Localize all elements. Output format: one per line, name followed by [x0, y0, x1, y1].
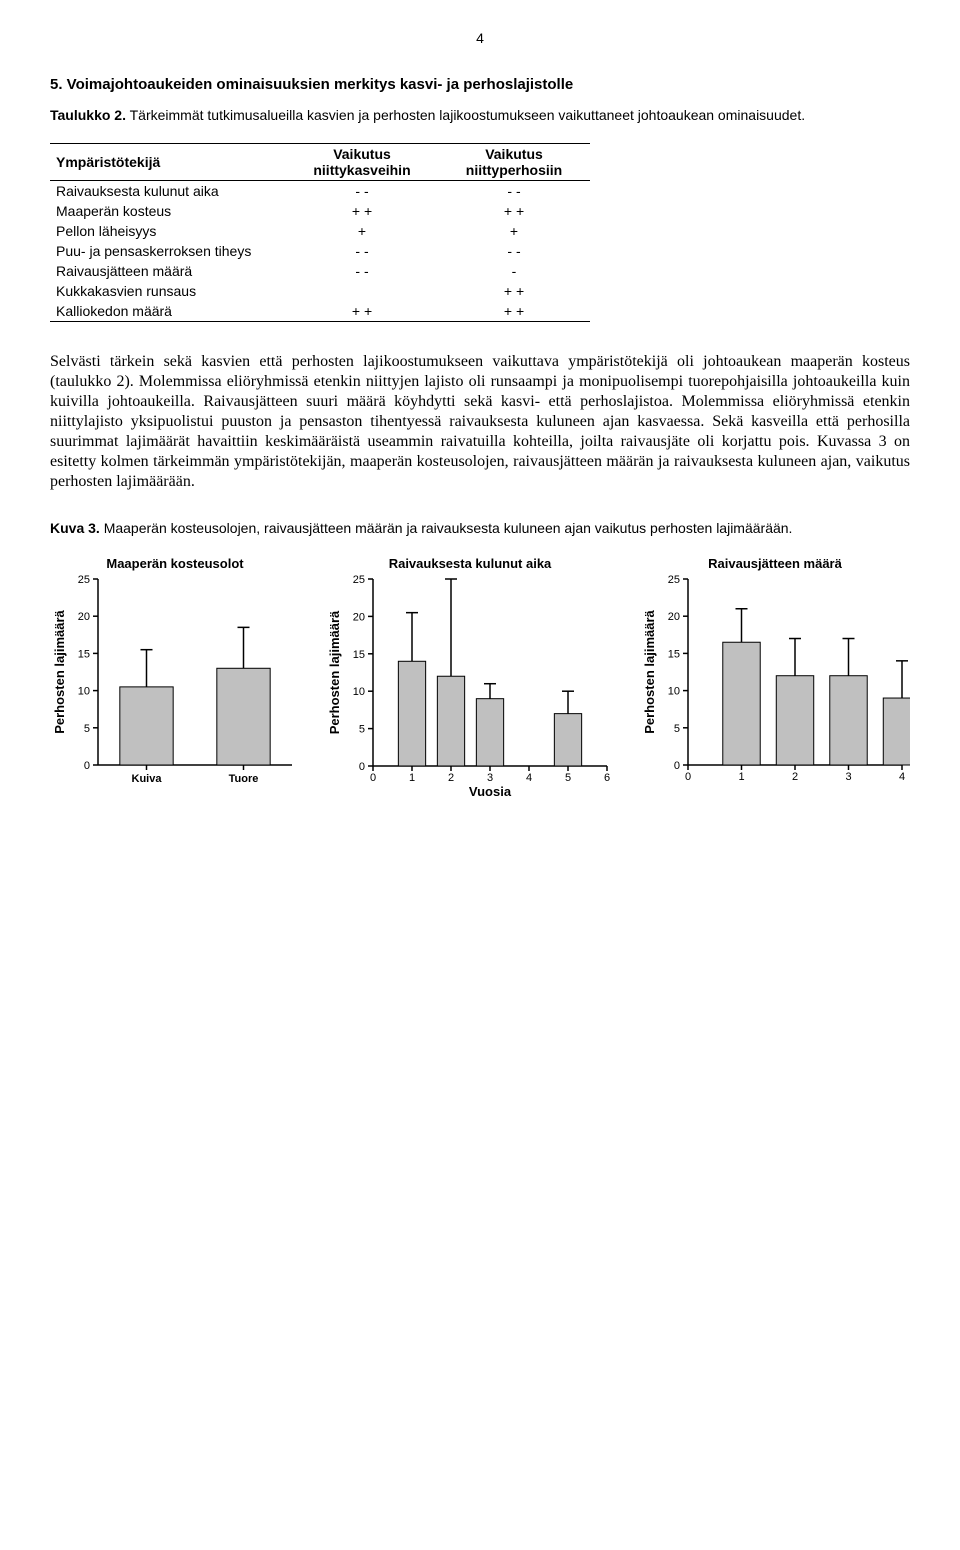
table-cell: Kukkakasvien runsaus	[50, 281, 286, 301]
svg-text:2: 2	[448, 772, 454, 784]
table-cell: - -	[286, 241, 438, 261]
table-cell: +	[286, 221, 438, 241]
table-cell: +	[438, 221, 590, 241]
svg-text:Vuosia: Vuosia	[469, 784, 512, 799]
svg-text:0: 0	[370, 772, 376, 784]
svg-text:25: 25	[668, 575, 680, 586]
figure-caption: Kuva 3. Maaperän kosteusolojen, raivausj…	[50, 520, 910, 536]
table-cell: Maaperän kosteus	[50, 201, 286, 221]
effects-table: Ympäristötekijä Vaikutus niittykasveihin…	[50, 143, 590, 322]
svg-text:5: 5	[84, 723, 90, 735]
svg-text:Kuiva: Kuiva	[132, 773, 163, 785]
svg-text:Perhosten lajimäärä: Perhosten lajimäärä	[327, 610, 342, 734]
body-paragraph: Selvästi tärkein sekä kasvien että perho…	[50, 352, 910, 492]
table-cell: + +	[438, 281, 590, 301]
svg-text:1: 1	[738, 771, 744, 783]
svg-text:20: 20	[353, 611, 365, 623]
table-cell: + +	[286, 201, 438, 221]
chart-debris: Raivausjätteen määrä 0510152025Perhosten…	[640, 556, 910, 800]
svg-text:0: 0	[84, 760, 90, 772]
table-caption-bold: Taulukko 2.	[50, 107, 126, 123]
svg-text:15: 15	[78, 648, 90, 660]
table-header: Ympäristötekijä	[50, 144, 286, 181]
figure-caption-bold: Kuva 3.	[50, 520, 100, 536]
svg-text:10: 10	[353, 686, 365, 698]
svg-text:5: 5	[565, 772, 571, 784]
table-cell: Puu- ja pensaskerroksen tiheys	[50, 241, 286, 261]
table-cell: Raivausjätteen määrä	[50, 261, 286, 281]
svg-text:4: 4	[526, 772, 532, 784]
svg-text:3: 3	[845, 771, 851, 783]
svg-text:25: 25	[353, 575, 365, 586]
table-cell: - -	[438, 181, 590, 202]
page-number: 4	[50, 30, 910, 46]
table-cell: + +	[438, 301, 590, 322]
charts-row: Maaperän kosteusolot 0510152025Perhosten…	[50, 556, 910, 800]
svg-text:20: 20	[668, 611, 680, 623]
table-header: Vaikutus niittyperhosiin	[438, 144, 590, 181]
svg-text:20: 20	[78, 611, 90, 623]
chart-svg: 0 5 10 15 20 25 Perhosten lajimäärä 0 1 2 3 4 5 6 Vuos…	[325, 575, 615, 800]
table-cell: Raivauksesta kulunut aika	[50, 181, 286, 202]
svg-text:1: 1	[409, 772, 415, 784]
table-cell: - -	[286, 261, 438, 281]
svg-text:5: 5	[359, 724, 365, 736]
chart-title: Maaperän kosteusolot	[106, 556, 243, 571]
svg-text:Perhosten lajimäärä: Perhosten lajimäärä	[52, 609, 67, 733]
table-cell: + +	[286, 301, 438, 322]
svg-text:Tuore: Tuore	[229, 773, 259, 785]
svg-text:0: 0	[685, 771, 691, 783]
table-header: Vaikutus niittykasveihin	[286, 144, 438, 181]
section-heading: 5. Voimajohtoaukeiden ominaisuuksien mer…	[50, 76, 910, 93]
table-cell: -	[438, 261, 590, 281]
svg-text:10: 10	[668, 686, 680, 698]
chart-title: Raivausjätteen määrä	[708, 556, 842, 571]
table-cell: Kalliokedon määrä	[50, 301, 286, 322]
svg-text:25: 25	[78, 575, 90, 586]
svg-text:0: 0	[359, 761, 365, 773]
table-cell: - -	[286, 181, 438, 202]
chart-moisture: Maaperän kosteusolot 0 5 10 15 20 25 Perhosten…	[50, 556, 300, 800]
svg-text:2: 2	[792, 771, 798, 783]
svg-text:15: 15	[353, 649, 365, 661]
table-cell: - -	[438, 241, 590, 261]
svg-text:5: 5	[674, 723, 680, 735]
chart-title: Raivauksesta kulunut aika	[389, 556, 552, 571]
svg-text:Perhosten lajimäärä: Perhosten lajimäärä	[642, 609, 657, 733]
table-caption-text: Tärkeimmät tutkimusalueilla kasvien ja p…	[126, 107, 805, 123]
figure-caption-text: Maaperän kosteusolojen, raivausjätteen m…	[100, 520, 793, 536]
table-cell: Pellon läheisyys	[50, 221, 286, 241]
table-caption: Taulukko 2. Tärkeimmät tutkimusalueilla …	[50, 107, 910, 123]
svg-text:6: 6	[604, 772, 610, 784]
chart-svg: 0 5 10 15 20 25 Perhosten lajimäärä 0 1 2 3 4	[640, 575, 910, 785]
svg-text:4: 4	[899, 771, 905, 783]
chart-svg: 0 5 10 15 20 25 Perhosten lajimäärä Kuiva Tuore	[50, 575, 300, 785]
svg-text:15: 15	[668, 648, 680, 660]
svg-text:10: 10	[78, 686, 90, 698]
svg-text:0: 0	[674, 760, 680, 772]
table-cell	[286, 281, 438, 301]
svg-text:3: 3	[487, 772, 493, 784]
chart-time: Raivauksesta kulunut aika 0510152025Perh…	[325, 556, 615, 800]
table-cell: + +	[438, 201, 590, 221]
